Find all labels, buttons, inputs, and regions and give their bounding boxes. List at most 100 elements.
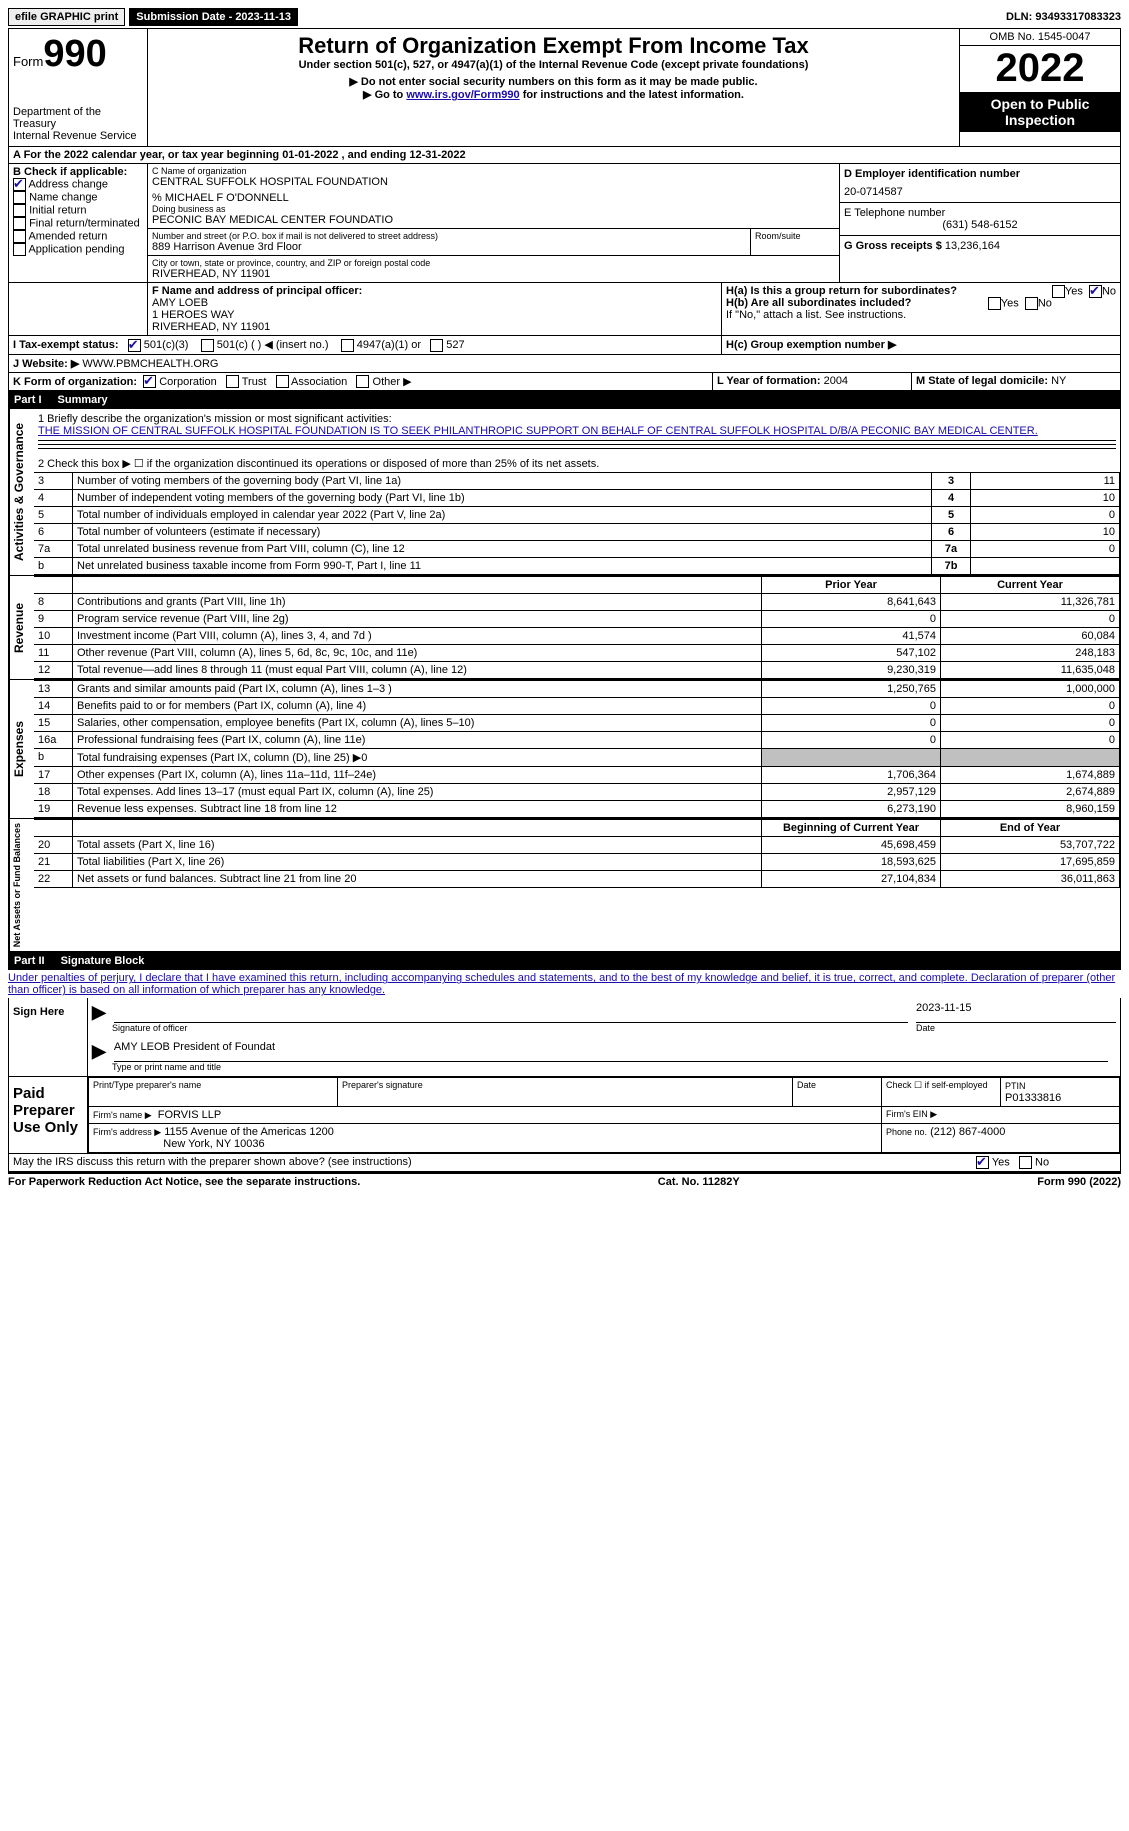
sig-officer-label: Signature of officer (112, 1023, 916, 1033)
summary-top-table: 3Number of voting members of the governi… (34, 472, 1120, 575)
website-value: WWW.PBMCHEALTH.ORG (82, 358, 218, 370)
check-other[interactable] (356, 375, 369, 388)
street-value: 889 Harrison Avenue 3rd Floor (152, 241, 746, 253)
street-label: Number and street (or P.O. box if mail i… (152, 231, 746, 241)
section-j: J Website: ▶ WWW.PBMCHEALTH.ORG (8, 355, 1121, 373)
check-4947[interactable] (341, 339, 354, 352)
city-label: City or town, state or province, country… (152, 258, 835, 268)
check-initial-return[interactable]: Initial return (13, 204, 143, 217)
ptin-value: P01333816 (1005, 1092, 1061, 1104)
irs-label: Internal Revenue Service (13, 130, 143, 142)
line2: 2 Check this box ▶ ☐ if the organization… (34, 455, 1120, 472)
hb-note: If "No," attach a list. See instructions… (726, 309, 1116, 321)
open-to-public: Open to Public Inspection (960, 91, 1120, 132)
care-of: % MICHAEL F O'DONNELL (152, 192, 835, 204)
check-501c[interactable] (201, 339, 214, 352)
top-bar: efile GRAPHIC print Submission Date - 20… (8, 8, 1121, 26)
revenue-table: Prior YearCurrent Year 8Contributions an… (34, 576, 1120, 679)
box-d-label: D Employer identification number (844, 168, 1116, 180)
room-label: Room/suite (751, 229, 839, 255)
box-f-label: F Name and address of principal officer: (152, 285, 717, 297)
vlabel-expenses: Expenses (9, 680, 34, 818)
city-value: RIVERHEAD, NY 11901 (152, 268, 835, 280)
penalties-text: Under penalties of perjury, I declare th… (8, 970, 1121, 998)
arrow-icon: ▶ (92, 1041, 106, 1062)
phone-value: (631) 548-6152 (844, 219, 1116, 231)
discuss-yes[interactable] (976, 1156, 989, 1169)
goto-note: ▶ Go to www.irs.gov/Form990 for instruct… (152, 88, 955, 101)
check-application-pending[interactable]: Application pending (13, 243, 143, 256)
firm-addr1: 1155 Avenue of the Americas 1200 (164, 1126, 334, 1138)
dba-value: PECONIC BAY MEDICAL CENTER FOUNDATIO (152, 214, 835, 226)
ssn-note: ▶ Do not enter social security numbers o… (152, 75, 955, 88)
form-number: Form990 (13, 33, 143, 76)
form-title: Return of Organization Exempt From Incom… (152, 33, 955, 59)
expenses-table: 13Grants and similar amounts paid (Part … (34, 680, 1120, 818)
printed-name-label: Type or print name and title (112, 1062, 221, 1072)
officer-addr2: RIVERHEAD, NY 11901 (152, 321, 717, 333)
page-footer: For Paperwork Reduction Act Notice, see … (8, 1172, 1121, 1188)
year-formation: 2004 (824, 375, 848, 387)
dept-label: Department of the Treasury (13, 106, 143, 130)
tax-year: 2022 (960, 46, 1120, 91)
period-row: A For the 2022 calendar year, or tax yea… (8, 147, 1121, 164)
part1-body: Activities & Governance 1 Briefly descri… (8, 409, 1121, 576)
part2-header: Part IISignature Block (8, 952, 1121, 970)
hb-row: H(b) Are all subordinates included? Yes … (726, 297, 1116, 309)
check-corporation[interactable] (143, 375, 156, 388)
printed-name: AMY LEOB President of Foundat (114, 1041, 1108, 1062)
section-fh: F Name and address of principal officer:… (8, 283, 1121, 336)
sign-date: 2023-11-15 (916, 1002, 1116, 1023)
hc-label: H(c) Group exemption number ▶ (726, 339, 896, 351)
officer-name: AMY LOEB (152, 297, 717, 309)
discuss-row: May the IRS discuss this return with the… (8, 1154, 1121, 1172)
date-label: Date (916, 1023, 1116, 1033)
officer-addr1: 1 HEROES WAY (152, 309, 717, 321)
expenses-section: Expenses 13Grants and similar amounts pa… (8, 680, 1121, 819)
dln: DLN: 93493317083323 (1006, 11, 1121, 23)
vlabel-activities: Activities & Governance (9, 409, 34, 575)
dba-label: Doing business as (152, 204, 835, 214)
paid-preparer-label: Paid Preparer Use Only (9, 1077, 88, 1153)
form-subtitle: Under section 501(c), 527, or 4947(a)(1)… (152, 59, 955, 71)
box-g-label: G Gross receipts $ (844, 240, 942, 252)
org-name: CENTRAL SUFFOLK HOSPITAL FOUNDATION (152, 176, 835, 188)
check-final-return[interactable]: Final return/terminated (13, 217, 143, 230)
vlabel-netassets: Net Assets or Fund Balances (9, 819, 34, 951)
check-association[interactable] (276, 375, 289, 388)
firm-addr2: New York, NY 10036 (163, 1138, 264, 1150)
line1-label: 1 Briefly describe the organization's mi… (38, 413, 1116, 425)
section-bg: B Check if applicable: Address change Na… (8, 164, 1121, 283)
check-name-change[interactable]: Name change (13, 191, 143, 204)
box-c-label: C Name of organization (152, 166, 835, 176)
revenue-section: Revenue Prior YearCurrent Year 8Contribu… (8, 576, 1121, 680)
submission-date-button[interactable]: Submission Date - 2023-11-13 (129, 8, 298, 26)
check-527[interactable] (430, 339, 443, 352)
discuss-no[interactable] (1019, 1156, 1032, 1169)
section-klm: K Form of organization: Corporation Trus… (8, 373, 1121, 392)
gross-receipts: 13,236,164 (945, 240, 1000, 252)
state-domicile: NY (1051, 375, 1066, 387)
sign-here-block: Sign Here ▶ 2023-11-15 Signature of offi… (8, 998, 1121, 1077)
check-501c3[interactable] (128, 339, 141, 352)
mission-text[interactable]: THE MISSION OF CENTRAL SUFFOLK HOSPITAL … (38, 425, 1116, 437)
box-e-label: E Telephone number (844, 207, 1116, 219)
efile-button[interactable]: efile GRAPHIC print (8, 8, 125, 26)
firm-phone: (212) 867-4000 (930, 1126, 1005, 1138)
form-header: Form990 Department of the Treasury Inter… (8, 28, 1121, 147)
netassets-table: Beginning of Current YearEnd of Year 20T… (34, 819, 1120, 888)
arrow-icon: ▶ (92, 1002, 106, 1023)
vlabel-revenue: Revenue (9, 576, 34, 679)
part1-header: Part ISummary (8, 391, 1121, 409)
netassets-section: Net Assets or Fund Balances Beginning of… (8, 819, 1121, 952)
check-address-change[interactable]: Address change (13, 178, 143, 191)
sign-here-label: Sign Here (9, 998, 88, 1076)
firm-name: FORVIS LLP (158, 1109, 221, 1121)
section-i: I Tax-exempt status: 501(c)(3) 501(c) ( … (8, 336, 1121, 355)
omb-number: OMB No. 1545-0047 (960, 29, 1120, 46)
check-trust[interactable] (226, 375, 239, 388)
check-amended-return[interactable]: Amended return (13, 230, 143, 243)
irs-link[interactable]: www.irs.gov/Form990 (406, 89, 519, 101)
paid-preparer-block: Paid Preparer Use Only Print/Type prepar… (8, 1077, 1121, 1154)
box-b-title: B Check if applicable: (13, 166, 143, 178)
